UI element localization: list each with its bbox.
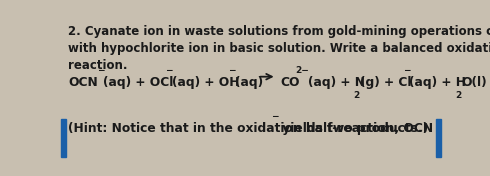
Text: (aq): (aq) [235,76,263,89]
Text: CO: CO [280,76,300,89]
Text: −: − [403,66,411,75]
Text: 2: 2 [455,91,461,100]
Text: (aq) + N: (aq) + N [308,76,365,89]
Text: (aq) + OH: (aq) + OH [172,76,239,89]
Text: O(l): O(l) [461,76,487,89]
Text: −: − [228,66,236,75]
Text: (Hint: Notice that in the oxidation half-reaction, OCN: (Hint: Notice that in the oxidation half… [68,122,433,135]
Text: OCN: OCN [68,76,98,89]
Text: −: − [97,66,104,75]
Bar [61,119,66,157]
Text: (aq) + H: (aq) + H [410,76,466,89]
Text: 2: 2 [354,91,360,100]
Text: 2. Cyanate ion in waste solutions from gold-mining operations can be destroyed b: 2. Cyanate ion in waste solutions from g… [68,25,490,72]
Bar [437,119,441,157]
Text: yields two products.): yields two products.) [278,122,428,135]
Text: (aq) + OCl: (aq) + OCl [103,76,174,89]
Text: −: − [165,66,172,75]
Text: −: − [271,112,278,121]
Text: 2−: 2− [295,66,309,75]
Text: (g) + Cl: (g) + Cl [360,76,411,89]
